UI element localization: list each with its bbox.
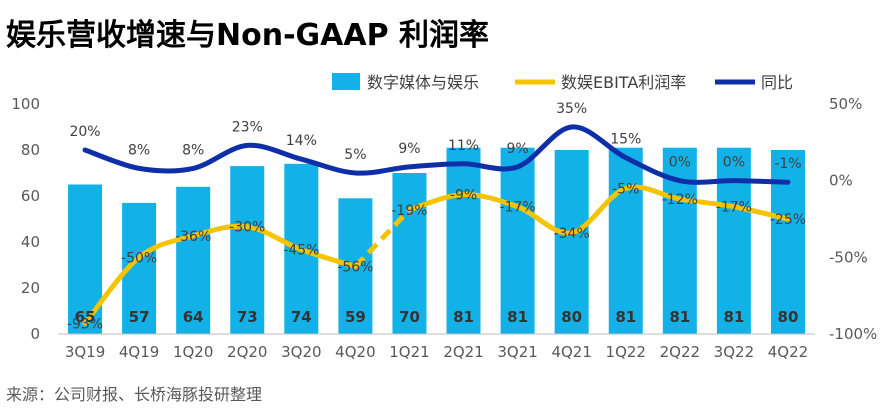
- x-tick-2Q22: 2Q22: [660, 343, 700, 361]
- left-tick-60: 60: [21, 187, 40, 205]
- yoy-label-4Q22: -1%: [774, 156, 801, 172]
- x-tick-1Q22: 1Q22: [606, 343, 646, 361]
- bar-label-4Q19: 57: [129, 308, 150, 326]
- margin-line-dashed: [353, 208, 412, 269]
- bar-3Q22: [716, 147, 751, 334]
- bar-2Q21: [446, 147, 481, 334]
- margin-label-1Q22: -5%: [612, 181, 639, 197]
- margin-label-3Q22: -17%: [716, 200, 752, 216]
- bar-label-2Q22: 81: [669, 308, 690, 326]
- bar-label-1Q21: 70: [399, 308, 420, 326]
- bar-label-1Q20: 64: [183, 308, 204, 326]
- left-tick-80: 80: [21, 141, 40, 159]
- bar-label-4Q21: 80: [561, 308, 582, 326]
- margin-label-3Q19: -93%: [67, 316, 103, 332]
- yoy-label-3Q21: 9%: [506, 141, 528, 157]
- right-tick--50%: -50%: [829, 248, 868, 266]
- source-note: 来源：公司财报、长桥海豚投研整理: [6, 385, 263, 404]
- bar-label-1Q22: 81: [615, 308, 636, 326]
- yoy-label-4Q20: 5%: [344, 147, 366, 163]
- right-tick-50%: 50%: [829, 95, 862, 113]
- x-tick-2Q21: 2Q21: [443, 343, 483, 361]
- yoy-label-4Q21: 35%: [556, 101, 587, 117]
- margin-label-2Q20: -30%: [229, 220, 265, 236]
- margin-label-3Q21: -17%: [500, 200, 536, 216]
- bar-label-4Q20: 59: [345, 308, 366, 326]
- margin-label-2Q21: -9%: [450, 187, 477, 203]
- left-tick-0: 0: [30, 325, 40, 343]
- legend-label-bars: 数字媒体与娱乐: [367, 73, 479, 92]
- margin-label-4Q22: -25%: [770, 212, 806, 228]
- yoy-label-3Q22: 0%: [723, 155, 745, 171]
- legend-label-margin: 数娱EBITA利润率: [561, 73, 686, 92]
- yoy-label-1Q20: 8%: [182, 142, 204, 158]
- bar-label-3Q19: 65: [75, 308, 96, 326]
- yoy-label-1Q22: 15%: [610, 132, 641, 148]
- left-tick-40: 40: [21, 233, 40, 251]
- x-tick-2Q20: 2Q20: [227, 343, 267, 361]
- yoy-label-1Q21: 9%: [398, 141, 420, 157]
- bar-1Q21: [392, 173, 427, 334]
- legend-label-yoy: 同比: [761, 73, 793, 92]
- bar-label-2Q20: 73: [237, 308, 258, 326]
- margin-line-part2: [406, 184, 791, 236]
- x-tick-4Q22: 4Q22: [768, 343, 808, 361]
- legend-swatch-bars: [332, 73, 360, 90]
- yoy-label-2Q20: 23%: [232, 119, 263, 135]
- yoy-line: [82, 124, 791, 185]
- margin-label-2Q22: -12%: [662, 192, 698, 208]
- bar-label-4Q22: 80: [778, 308, 799, 326]
- x-tick-4Q21: 4Q21: [551, 343, 591, 361]
- bar-4Q21: [554, 150, 589, 334]
- bar-label-2Q21: 81: [453, 308, 474, 326]
- x-tick-3Q22: 3Q22: [714, 343, 754, 361]
- margin-label-4Q21: -34%: [554, 226, 590, 242]
- bar-3Q21: [500, 147, 535, 334]
- right-tick-0%: 0%: [829, 172, 853, 190]
- margin-line-part1: [82, 223, 358, 326]
- yoy-label-4Q19: 8%: [128, 142, 150, 158]
- yoy-label-3Q20: 14%: [286, 133, 317, 149]
- bar-label-3Q22: 81: [723, 308, 744, 326]
- margin-label-1Q21: -19%: [391, 203, 427, 219]
- margin-label-4Q20: -56%: [337, 260, 373, 276]
- bar-label-3Q20: 74: [291, 308, 312, 326]
- bar-2Q20: [230, 166, 265, 334]
- margin-label-4Q19: -50%: [121, 250, 157, 266]
- left-tick-20: 20: [21, 279, 40, 297]
- left-tick-100: 100: [11, 95, 40, 113]
- yoy-label-2Q21: 11%: [448, 138, 479, 154]
- x-tick-3Q21: 3Q21: [497, 343, 537, 361]
- margin-label-3Q20: -45%: [283, 243, 319, 259]
- right-tick--100%: -100%: [829, 325, 877, 343]
- x-tick-3Q19: 3Q19: [65, 343, 105, 361]
- x-tick-4Q20: 4Q20: [335, 343, 375, 361]
- x-tick-1Q20: 1Q20: [173, 343, 213, 361]
- yoy-label-2Q22: 0%: [669, 155, 691, 171]
- margin-label-1Q20: -36%: [175, 229, 211, 245]
- x-tick-4Q19: 4Q19: [119, 343, 159, 361]
- x-tick-1Q21: 1Q21: [389, 343, 429, 361]
- yoy-label-3Q19: 20%: [69, 124, 100, 140]
- bar-1Q22: [608, 147, 643, 334]
- bar-1Q20: [176, 186, 211, 334]
- chart-title: 娱乐营收增速与Non-GAAP 利润率: [6, 18, 490, 53]
- bar-label-3Q21: 81: [507, 308, 528, 326]
- x-tick-3Q20: 3Q20: [281, 343, 321, 361]
- bar-4Q22: [770, 150, 805, 334]
